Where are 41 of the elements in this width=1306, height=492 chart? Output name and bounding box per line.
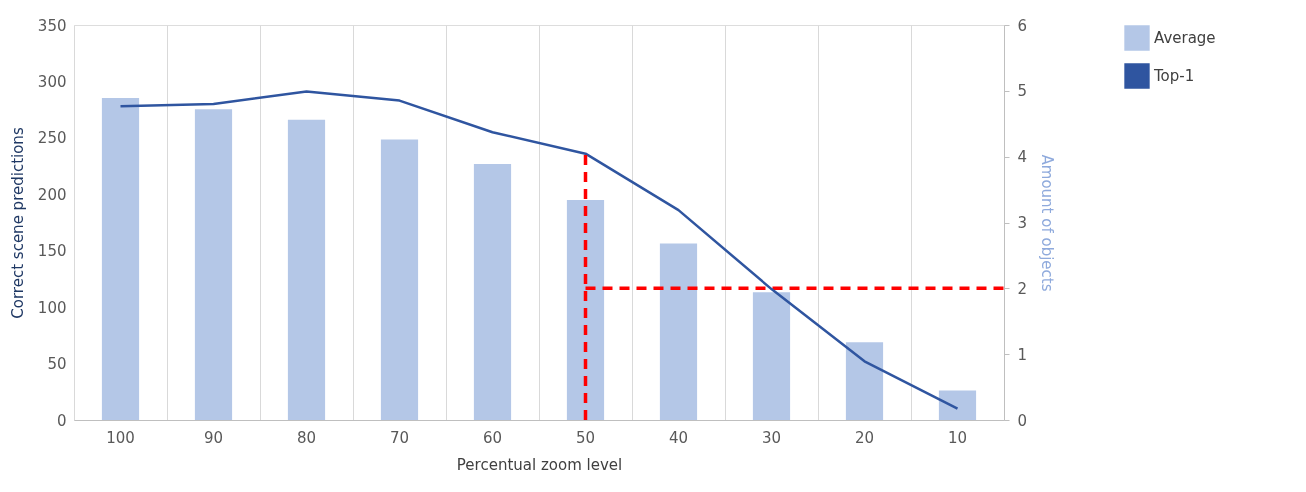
- x-tick-label: 50: [575, 428, 596, 447]
- y2-tick-label: 5: [1017, 82, 1028, 101]
- bar: [287, 119, 326, 420]
- y-tick-label: 200: [37, 185, 67, 204]
- y-tick-label: 300: [37, 72, 67, 91]
- y2-tick-label: 3: [1017, 214, 1028, 232]
- x-tick-label: 100: [106, 428, 135, 447]
- x-axis-title: Percentual zoom level: [456, 455, 623, 474]
- bar: [380, 139, 419, 420]
- x-tick-label: 20: [854, 428, 875, 447]
- x-tick-label: 70: [389, 428, 410, 447]
- bar: [566, 200, 605, 420]
- y-tick-label: 350: [37, 16, 67, 35]
- bar: [752, 292, 791, 420]
- y-tick-label: 50: [47, 355, 67, 374]
- y2-tick-label: 4: [1017, 148, 1028, 167]
- y-tick-label: 250: [37, 129, 67, 148]
- legend-label: Average: [1154, 29, 1216, 47]
- y-tick-label: 100: [37, 298, 67, 317]
- y2-tick-label: 6: [1017, 16, 1028, 35]
- y2-axis-title: Amount of objects: [1038, 154, 1057, 292]
- y2-tick-label: 0: [1017, 411, 1028, 430]
- legend-label: Top-1: [1153, 67, 1195, 85]
- x-tick-label: 10: [947, 428, 968, 447]
- bar: [938, 390, 977, 420]
- x-tick-label: 60: [482, 428, 503, 447]
- x-tick-label: 30: [761, 428, 782, 447]
- y-tick-label: 150: [37, 242, 67, 261]
- y-axis-title: Correct scene predictions: [8, 127, 27, 319]
- y2-tick-label: 2: [1017, 279, 1028, 298]
- y2-tick-label: 1: [1017, 345, 1028, 364]
- bar: [659, 243, 698, 420]
- x-tick-label: 80: [296, 428, 317, 447]
- bar: [194, 109, 233, 420]
- x-tick-label: 40: [668, 428, 689, 447]
- x-tick-label: 90: [203, 428, 224, 447]
- bar: [101, 98, 140, 420]
- bar: [845, 342, 884, 420]
- line-series: [119, 90, 959, 410]
- y-tick-label: 0: [56, 411, 67, 430]
- bar: [473, 163, 512, 420]
